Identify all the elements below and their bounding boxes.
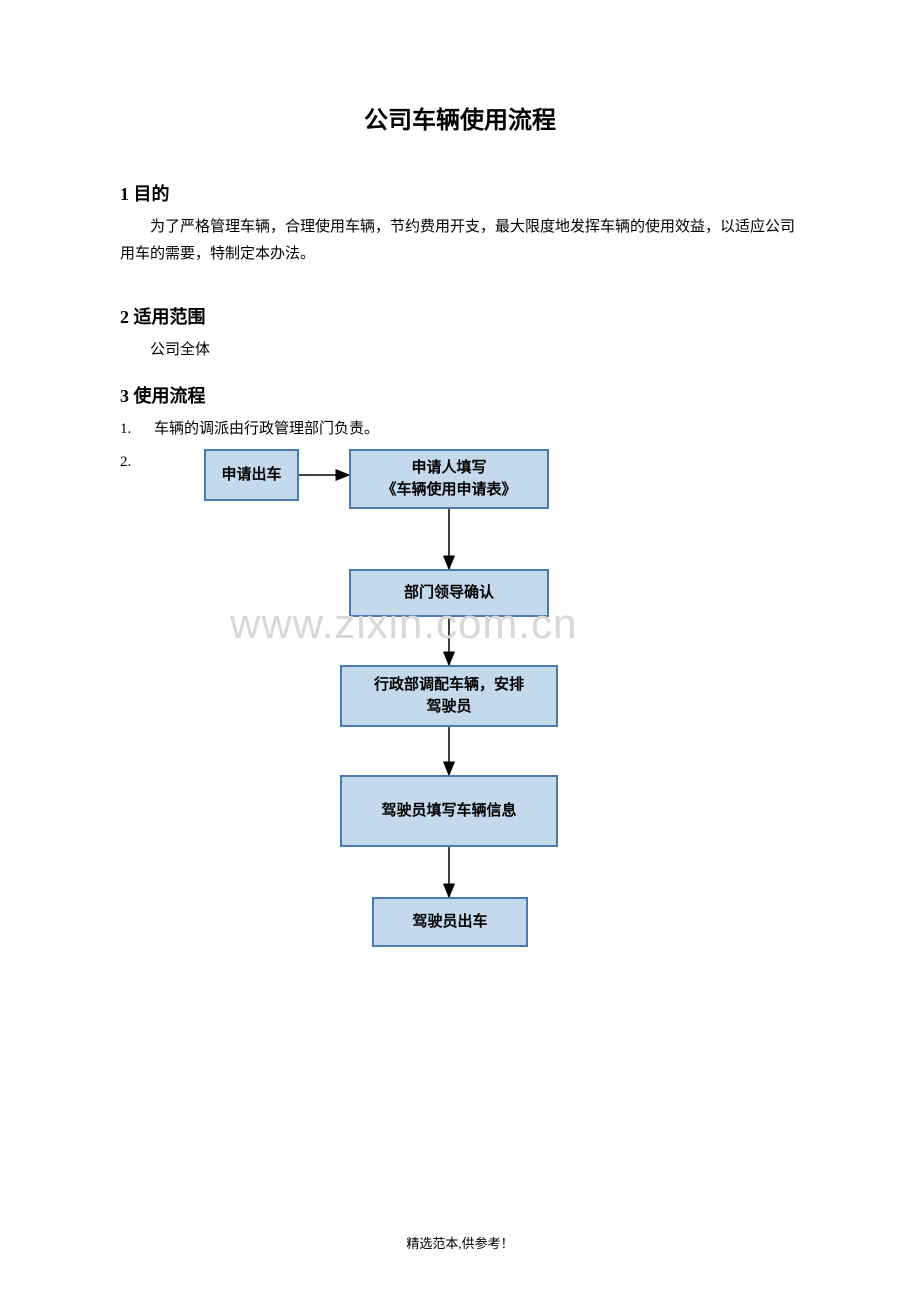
flowchart-node-n3: 部门领导确认 [349, 569, 549, 617]
section-process: 3 使用流程 1. 车辆的调派由行政管理部门负责。 2. 申请出车申请人填写《车… [120, 382, 800, 1029]
list-item-2: 2. 申请出车申请人填写《车辆使用申请表》部门领导确认行政部调配车辆，安排驾驶员… [120, 449, 800, 1029]
flowchart-node-n4: 行政部调配车辆，安排驾驶员 [340, 665, 558, 727]
flowchart-node-n5: 驾驶员填写车辆信息 [340, 775, 558, 847]
section-heading-3: 3 使用流程 [120, 382, 800, 408]
page-title: 公司车辆使用流程 [120, 100, 800, 135]
section-body-2: 公司全体 [120, 337, 800, 364]
section-heading-1: 1 目的 [120, 180, 800, 206]
flowchart-node-n2: 申请人填写《车辆使用申请表》 [349, 449, 549, 509]
flowchart: 申请出车申请人填写《车辆使用申请表》部门领导确认行政部调配车辆，安排驾驶员驾驶员… [154, 449, 800, 1029]
section-scope: 2 适用范围 公司全体 [120, 303, 800, 364]
list-num-2: 2. [120, 449, 154, 1029]
section-purpose: 1 目的 为了严格管理车辆，合理使用车辆，节约费用开支，最大限度地发挥车辆的使用… [120, 180, 800, 268]
section-body-1: 为了严格管理车辆，合理使用车辆，节约费用开支，最大限度地发挥车辆的使用效益，以适… [120, 214, 800, 268]
list-text-1: 车辆的调派由行政管理部门负责。 [154, 416, 800, 443]
flowchart-node-n1: 申请出车 [204, 449, 299, 501]
page-footer: 精选范本,供参考！ [0, 1233, 920, 1252]
list-num-1: 1. [120, 416, 154, 443]
section-heading-2: 2 适用范围 [120, 303, 800, 329]
flowchart-node-n6: 驾驶员出车 [372, 897, 528, 947]
list-item-1: 1. 车辆的调派由行政管理部门负责。 [120, 416, 800, 443]
